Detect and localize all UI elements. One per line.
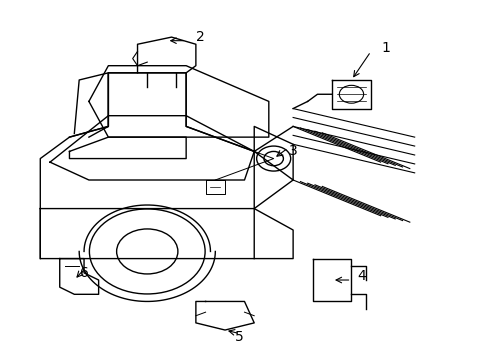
Text: 1: 1 — [380, 41, 389, 55]
Text: 6: 6 — [80, 266, 88, 280]
Text: 5: 5 — [235, 330, 244, 344]
Text: 2: 2 — [196, 30, 204, 44]
Text: 3: 3 — [288, 144, 297, 158]
Text: 4: 4 — [356, 269, 365, 283]
